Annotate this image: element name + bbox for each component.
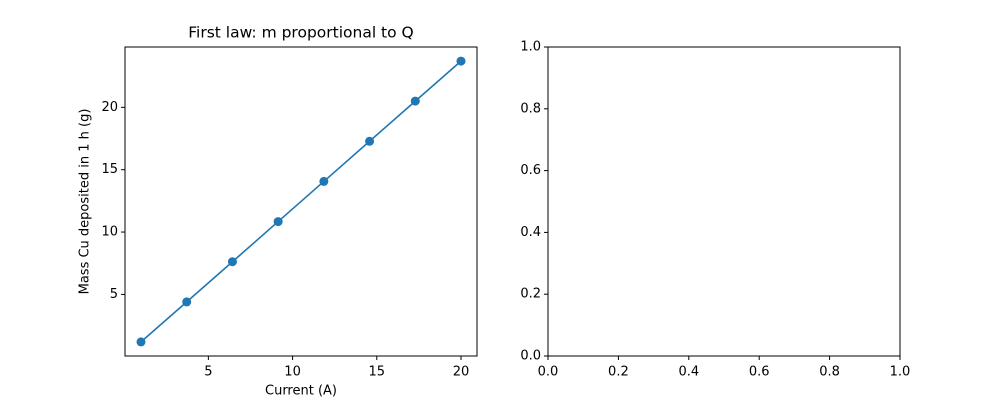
x-tick-label: 0.2 [608,365,629,380]
y-tick-label: 0.6 [520,163,541,178]
y-tick-label: 0.0 [520,349,541,364]
axes-frame [547,46,901,357]
data-point [273,217,283,227]
x-tick-label: 0.0 [538,365,559,380]
x-tick-label: 20 [453,365,470,380]
y-tick-label: 0.2 [520,287,541,302]
y-tick-label: 0.4 [520,225,541,240]
x-tick-label: 10 [284,365,301,380]
x-tick-label: 15 [369,365,386,380]
y-tick-label: 15 [101,162,118,177]
y-tick-label: 20 [101,100,118,115]
data-point [227,257,237,267]
data-point [319,176,329,186]
data-point [182,297,192,307]
y-tick-label: 0.8 [520,101,541,116]
data-point [365,136,375,146]
data-line [140,60,462,343]
y-tick-label: 5 [110,287,118,302]
y-axis-label: Mass Cu deposited in 1 h (g) [78,109,93,295]
x-tick-label: 0.6 [749,365,770,380]
x-axis-label: Current (A) [265,384,337,399]
y-tick-label: 1.0 [520,40,541,55]
x-tick-label: 1.0 [890,365,911,380]
x-tick-label: 0.4 [678,365,699,380]
chart-title: First law: m proportional to Q [188,24,414,42]
data-point [456,56,466,66]
axes-frame [124,46,478,357]
data-point [136,337,146,347]
x-tick-label: 5 [204,365,212,380]
x-tick-label: 0.8 [819,365,840,380]
data-point [410,96,420,106]
y-tick-label: 10 [101,225,118,240]
